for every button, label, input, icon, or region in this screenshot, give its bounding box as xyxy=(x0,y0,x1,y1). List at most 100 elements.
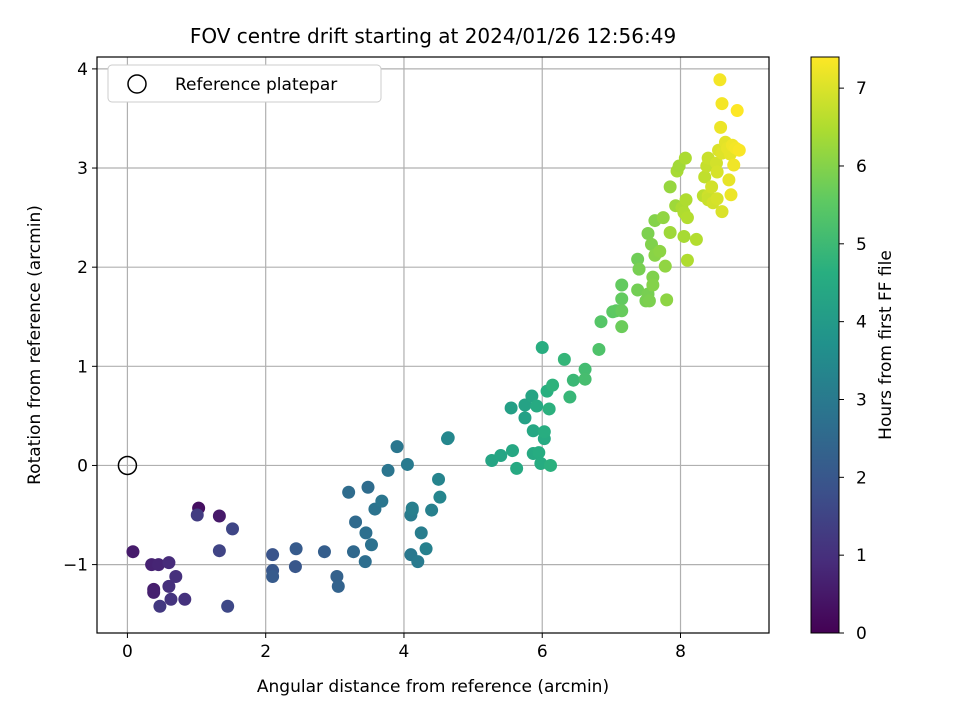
data-point xyxy=(152,558,166,572)
data-point xyxy=(526,424,540,438)
colorbar-ticks: 0 1 2 3 4 5 6 7 xyxy=(839,79,867,644)
data-point xyxy=(288,560,302,574)
data-point xyxy=(153,599,167,613)
data-point xyxy=(679,193,693,207)
data-point xyxy=(342,485,356,499)
y-axis-ticks: −1 0 1 2 3 4 xyxy=(63,60,97,576)
data-point xyxy=(266,548,280,562)
data-point xyxy=(646,278,660,292)
data-point xyxy=(346,545,360,559)
data-point xyxy=(525,389,539,403)
data-point xyxy=(405,501,419,515)
data-point xyxy=(710,165,724,179)
chart-title: FOV centre drift starting at 2024/01/26 … xyxy=(190,24,676,48)
data-point xyxy=(563,390,577,404)
data-point xyxy=(631,283,645,297)
data-point xyxy=(400,457,414,471)
colorbar-tick-label: 0 xyxy=(856,624,867,644)
data-point xyxy=(546,378,560,392)
data-point xyxy=(330,569,344,583)
legend-box xyxy=(107,64,382,103)
data-point xyxy=(390,440,404,454)
data-point xyxy=(364,538,378,552)
data-point xyxy=(537,425,551,439)
data-point xyxy=(656,211,670,225)
data-point xyxy=(317,545,331,559)
data-point xyxy=(710,192,724,206)
data-point xyxy=(615,292,629,306)
data-point xyxy=(730,104,744,118)
data-point xyxy=(530,399,544,413)
data-point xyxy=(212,509,226,523)
data-point xyxy=(566,373,580,387)
data-point xyxy=(715,97,729,111)
x-tick-label: 4 xyxy=(399,642,410,662)
data-point xyxy=(411,555,425,569)
data-point xyxy=(594,315,608,329)
colorbar-label: Hours from first FF file xyxy=(876,250,896,440)
data-point xyxy=(534,456,548,470)
x-tick-label: 0 xyxy=(122,642,133,662)
y-tick-label: 3 xyxy=(77,159,88,179)
data-point xyxy=(162,556,176,570)
data-point xyxy=(510,461,524,475)
data-point xyxy=(266,569,280,583)
x-tick-label: 8 xyxy=(675,642,686,662)
data-point xyxy=(147,585,161,599)
data-point xyxy=(663,180,677,194)
colorbar-tick-label: 5 xyxy=(856,235,867,255)
data-point xyxy=(126,545,140,559)
data-point xyxy=(506,444,520,458)
data-point xyxy=(349,515,363,529)
plot-frame xyxy=(96,56,770,634)
data-point xyxy=(535,340,549,354)
data-point xyxy=(221,599,235,613)
data-point xyxy=(680,211,694,225)
y-axis-label: Rotation from reference (arcmin) xyxy=(25,205,45,485)
data-point xyxy=(642,294,656,308)
data-point xyxy=(615,320,629,334)
y-tick-label: 2 xyxy=(77,258,88,278)
data-point xyxy=(433,490,447,504)
data-point xyxy=(557,352,571,366)
data-point xyxy=(715,205,729,219)
data-point xyxy=(705,180,719,194)
data-point xyxy=(414,526,428,540)
data-point xyxy=(660,293,674,307)
data-point xyxy=(615,278,629,292)
data-points xyxy=(126,73,746,613)
data-point xyxy=(375,494,389,508)
colorbar xyxy=(810,56,840,634)
data-point xyxy=(727,158,741,172)
data-point xyxy=(419,542,433,556)
colorbar-tick-label: 6 xyxy=(856,157,867,177)
data-point xyxy=(615,304,629,318)
x-axis-label: Angular distance from reference (arcmin) xyxy=(257,677,609,697)
colorbar-tick-label: 7 xyxy=(856,79,867,99)
grid-lines xyxy=(97,57,769,633)
data-point xyxy=(689,232,703,246)
data-point xyxy=(518,398,532,412)
data-point xyxy=(544,458,558,472)
data-point xyxy=(724,188,738,202)
x-axis-ticks: 0 2 4 6 8 xyxy=(122,633,686,662)
colorbar-tick-label: 3 xyxy=(856,390,867,410)
data-point xyxy=(331,579,345,593)
data-point xyxy=(680,253,694,267)
data-point xyxy=(504,401,518,415)
data-point xyxy=(632,262,646,276)
x-tick-label: 6 xyxy=(537,642,548,662)
data-point xyxy=(164,592,178,606)
y-tick-label: 4 xyxy=(77,60,88,80)
data-point xyxy=(212,544,226,558)
colorbar-tick-label: 4 xyxy=(856,313,867,333)
data-point xyxy=(358,555,372,569)
data-point xyxy=(722,173,736,187)
data-point xyxy=(162,579,176,593)
data-point xyxy=(361,480,375,494)
data-point xyxy=(592,342,606,356)
colorbar-tick-label: 1 xyxy=(856,546,867,566)
data-point xyxy=(542,402,556,416)
data-point xyxy=(532,446,546,460)
